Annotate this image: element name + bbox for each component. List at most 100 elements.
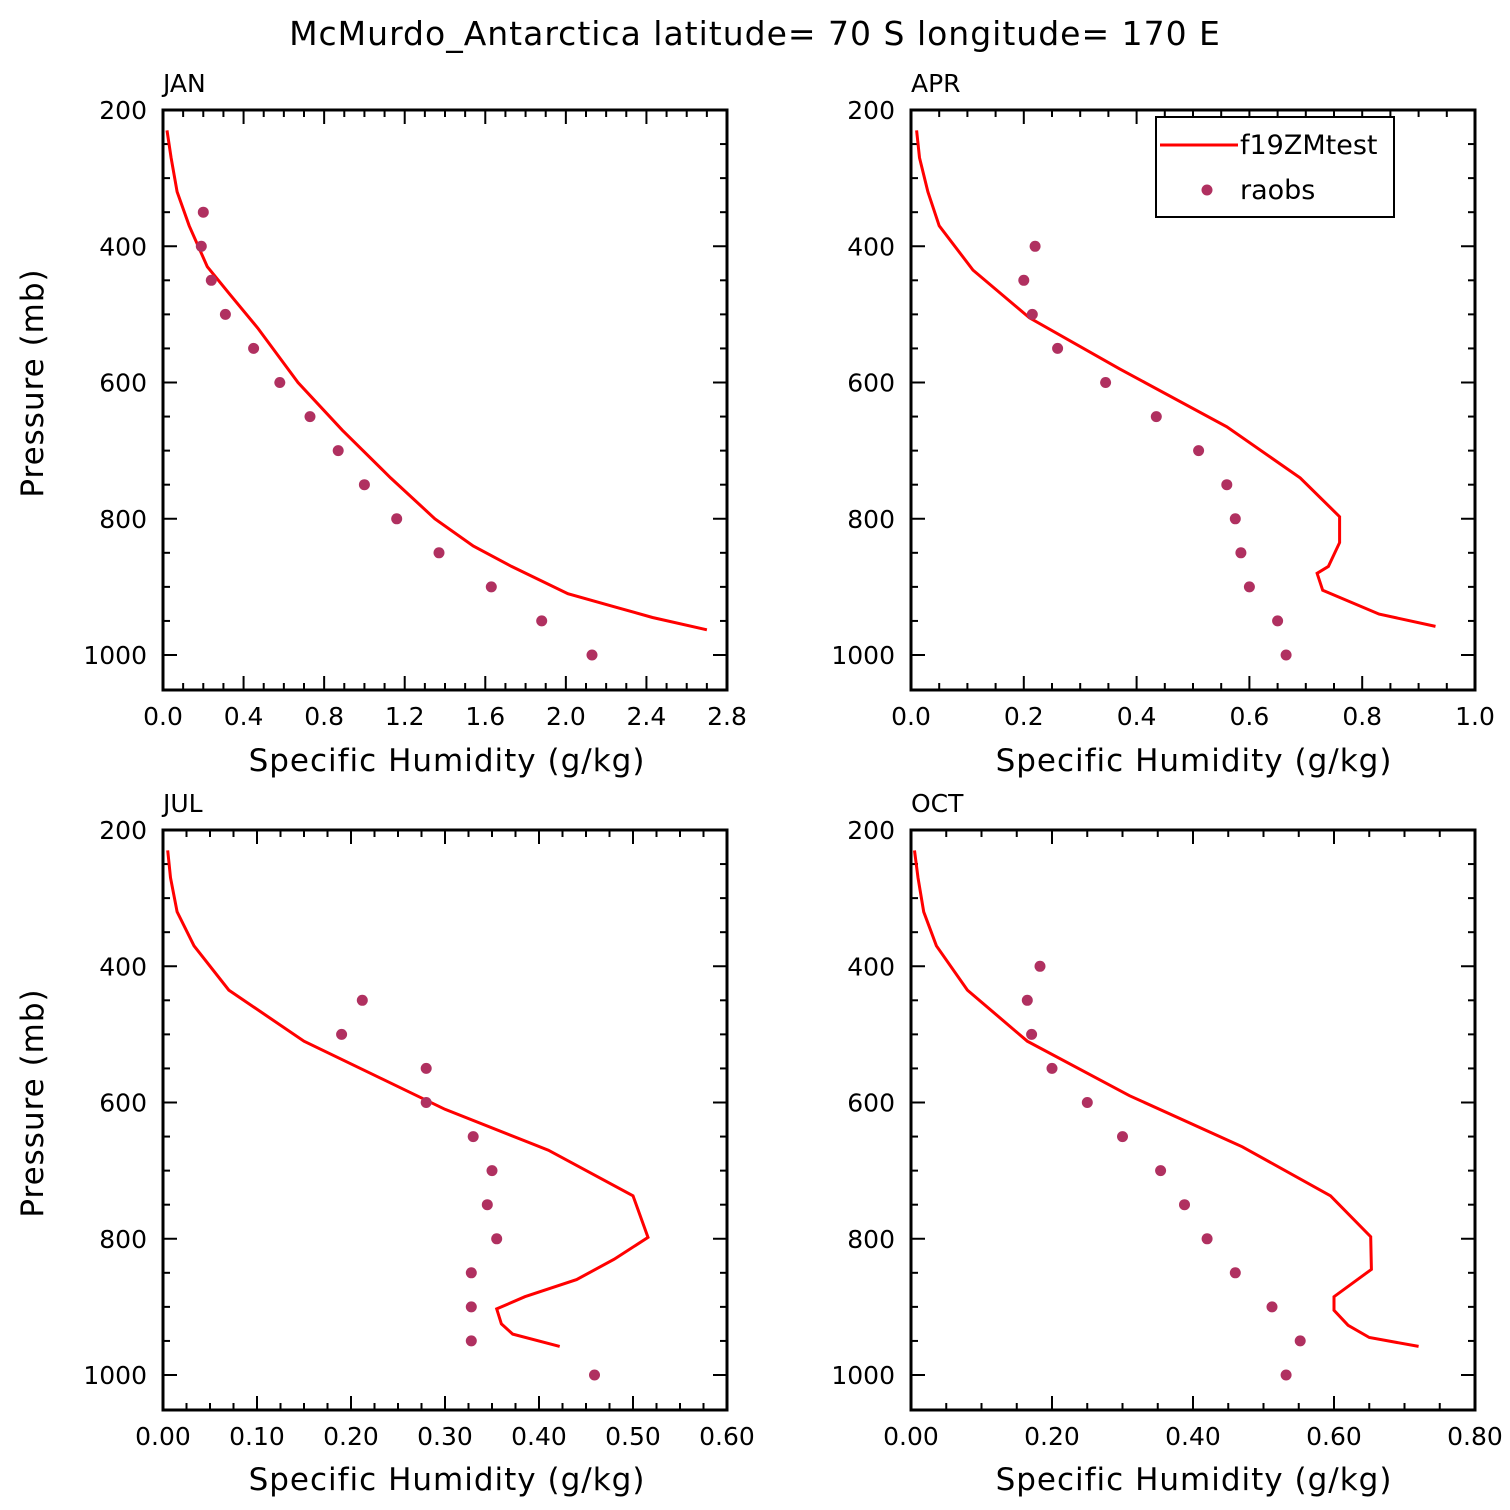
obs-point: [1021, 994, 1033, 1006]
obs-point: [486, 1165, 498, 1177]
x-tick-label: 0.0: [891, 702, 931, 731]
y-tick-label: 200: [847, 816, 895, 845]
obs-point: [1155, 1165, 1167, 1177]
obs-point: [219, 308, 231, 320]
obs-point: [1034, 960, 1046, 972]
x-tick-label: 0.40: [511, 1422, 567, 1451]
y-tick-label: 200: [99, 96, 147, 125]
plot-frame: [161, 828, 729, 1412]
model-series-line: [913, 850, 1419, 1348]
obs-point: [420, 1097, 432, 1108]
obs-point: [274, 377, 286, 388]
x-tick-label: 0.60: [1306, 1422, 1362, 1451]
y-tick-label: 200: [847, 96, 895, 125]
obs-point: [1026, 308, 1038, 320]
obs-point: [248, 342, 260, 354]
legend-model-label: f19ZMtest: [1240, 130, 1378, 161]
obs-point: [465, 1267, 477, 1279]
obs-point: [1229, 513, 1241, 525]
x-tick-label: 0.8: [1342, 702, 1382, 731]
y-tick-label: 1000: [83, 1361, 147, 1390]
obs-point: [205, 274, 217, 286]
main-title: McMurdo_Antarctica latitude= 70 S longit…: [289, 14, 1221, 53]
panel-title: JUL: [161, 789, 203, 818]
x-tick-label: 0.00: [883, 1422, 939, 1451]
x-tick-label: 0.4: [1117, 702, 1157, 731]
obs-point: [197, 206, 209, 218]
obs-point: [420, 1062, 432, 1074]
obs-point: [1280, 649, 1292, 661]
y-tick-label: 1000: [831, 1361, 895, 1390]
obs-point: [536, 615, 548, 627]
x-tick-label: 2.4: [627, 702, 667, 731]
obs-point: [1229, 1267, 1241, 1279]
x-tick-label: 0.50: [605, 1422, 661, 1451]
obs-point: [1221, 479, 1233, 491]
obs-point: [1100, 377, 1112, 388]
plot-area: 0.00 0.20 0.40 0.60 0.80 200 400 600 800 1000: [831, 816, 1502, 1451]
obs-point: [1117, 1131, 1128, 1143]
panel-jan: JAN Specific Humidity (g/kg) Pressure (m…: [15, 69, 747, 779]
plot-area: 0.00 0.10 0.20 0.30 0.40 0.50 0.60 200 400 600 800…: [83, 816, 754, 1451]
obs-point: [1243, 581, 1255, 593]
y-axis-label: Pressure (mb): [15, 988, 51, 1217]
obs-point: [195, 240, 207, 252]
plot-frame: [161, 108, 729, 692]
panel-title: OCT: [911, 789, 964, 818]
panel-oct: OCT Specific Humidity (g/kg) 0.00 0.20 0.4…: [831, 789, 1502, 1498]
x-tick-label: 0.6: [1230, 702, 1270, 731]
x-tick-label: 1.0: [1455, 702, 1495, 731]
panel-title: APR: [911, 69, 961, 98]
y-tick-label: 600: [99, 369, 147, 398]
plot-area: 0.0 0.4 0.8 1.2 1.6 2.0 2.4 2.8 200 400 600 800 1000: [83, 96, 747, 731]
obs-point: [358, 479, 370, 491]
y-tick-label: 800: [847, 505, 895, 534]
obs-point: [1026, 1028, 1038, 1040]
x-tick-label: 0.20: [1024, 1422, 1080, 1451]
panel-title: JAN: [161, 69, 206, 98]
x-tick-label: 0.8: [304, 702, 344, 731]
obs-point: [1193, 445, 1205, 457]
x-axis-label: Specific Humidity (g/kg): [249, 1462, 646, 1498]
y-tick-label: 400: [847, 232, 895, 261]
obs-point: [589, 1369, 600, 1381]
panel-apr: APR Specific Humidity (g/kg) 0.0 0.2 0.4 0.…: [831, 69, 1495, 779]
x-axis-label: Specific Humidity (g/kg): [996, 743, 1393, 779]
obs-point: [1052, 342, 1064, 354]
obs-point: [304, 411, 316, 423]
obs-point: [1272, 615, 1284, 627]
x-tick-label: 1.2: [385, 702, 425, 731]
y-tick-label: 800: [99, 1225, 147, 1254]
x-tick-label: 0.4: [224, 702, 264, 731]
obs-point: [481, 1199, 493, 1211]
y-tick-label: 600: [99, 1089, 147, 1118]
obs-point: [465, 1301, 477, 1313]
y-tick-label: 200: [99, 816, 147, 845]
y-tick-label: 600: [847, 369, 895, 398]
obs-point: [1081, 1097, 1093, 1108]
obs-point: [467, 1131, 479, 1143]
y-tick-label: 400: [847, 952, 895, 981]
plot-frame: [909, 828, 1477, 1412]
y-tick-label: 1000: [831, 641, 895, 670]
x-axis-label: Specific Humidity (g/kg): [996, 1462, 1393, 1498]
y-axis-label: Pressure (mb): [15, 268, 51, 497]
x-tick-label: 0.40: [1165, 1422, 1221, 1451]
obs-point: [586, 649, 598, 661]
obs-point: [1029, 240, 1041, 252]
obs-point: [1018, 274, 1030, 286]
model-series-line: [165, 130, 708, 632]
x-tick-label: 0.00: [135, 1422, 191, 1451]
x-tick-label: 0.0: [143, 702, 183, 731]
panel-jul: JUL Specific Humidity (g/kg) Pressure (m…: [15, 789, 755, 1498]
x-axis-label: Specific Humidity (g/kg): [249, 743, 646, 779]
obs-point: [1046, 1062, 1058, 1074]
obs-point: [356, 994, 368, 1006]
legend-box: [1155, 116, 1395, 218]
obs-point: [491, 1233, 503, 1245]
obs-point: [1294, 1335, 1306, 1347]
x-tick-label: 2.8: [707, 702, 747, 731]
obs-point: [433, 547, 445, 559]
obs-point: [1266, 1301, 1278, 1313]
